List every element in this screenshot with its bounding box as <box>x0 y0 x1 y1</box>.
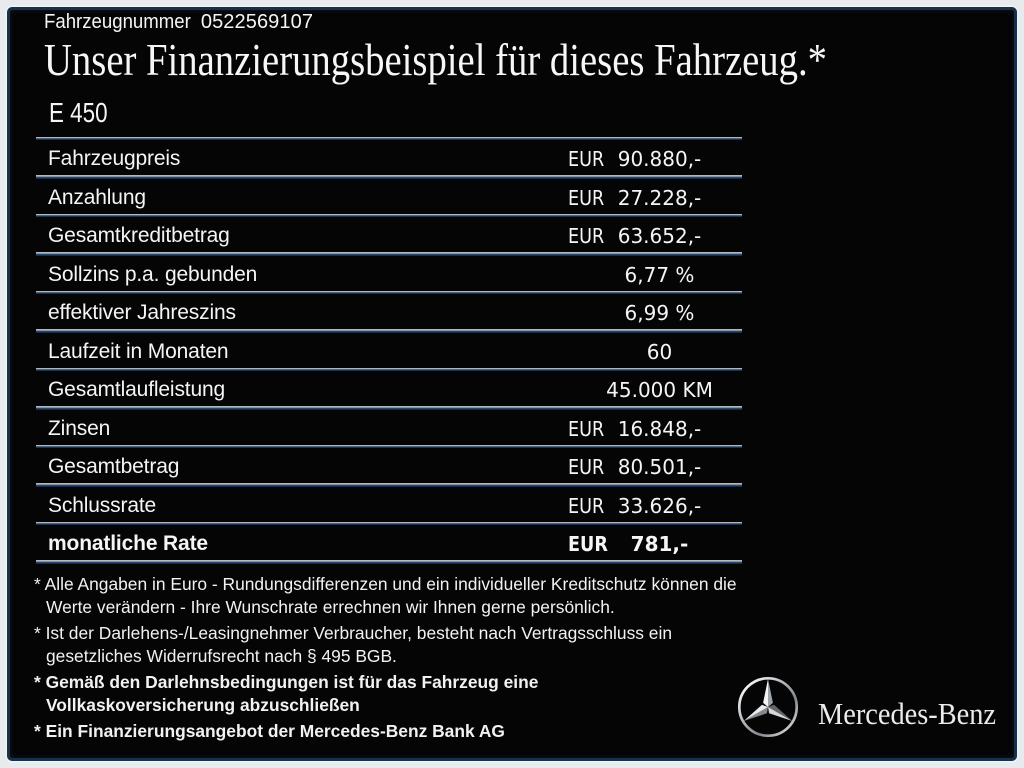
row-value: 90.880,- <box>617 147 702 172</box>
row-value: 27.228,- <box>617 185 702 210</box>
vehicle-number-row: Fahrzeugnummer 0522569107 <box>44 11 313 34</box>
row-value: 80.501,- <box>617 455 702 480</box>
row-label: Sollzins p.a. gebunden <box>48 262 258 286</box>
footnote: * Gemäß den Darlehnsbedingungen ist für … <box>34 672 539 715</box>
table-row: Fahrzeugpreis EUR 90.880,- <box>36 141 742 177</box>
star-arms <box>743 679 793 721</box>
row-label: Gesamtlaufleistung <box>48 378 226 402</box>
row-label: Laufzeit in Monaten <box>48 339 229 363</box>
table-row: Zinsen EUR 16.848,- <box>36 411 742 447</box>
model-name: E 450 <box>49 97 108 128</box>
table-row: Gesamtbetrag EUR 80.501,- <box>36 449 742 485</box>
row-value: 60 <box>646 339 673 364</box>
row-value: 6,99 % <box>624 301 695 326</box>
table-row: Schlussrate EUR 33.626,- <box>36 488 742 524</box>
star-ring <box>737 676 799 738</box>
row-currency: EUR <box>567 147 604 172</box>
finance-panel: Fahrzeugnummer 0522569107 Unser Finanzier… <box>7 7 1017 761</box>
row-label: Gesamtbetrag <box>48 455 180 479</box>
row-currency: EUR <box>567 493 604 518</box>
row-currency: EUR <box>567 416 604 441</box>
table-divider <box>36 329 742 333</box>
row-currency: EUR <box>567 455 604 480</box>
footnote: * Ein Finanzierungsangebot der Mercedes-… <box>34 721 505 741</box>
row-value: 63.652,- <box>617 224 702 249</box>
table-divider <box>36 213 742 218</box>
table-divider <box>36 521 742 526</box>
table-divider <box>36 367 742 372</box>
row-value: 16.848,- <box>617 416 702 441</box>
table-divider <box>36 483 742 487</box>
table-divider <box>36 406 742 410</box>
row-label: Fahrzeugpreis <box>48 147 181 171</box>
footnote: * Alle Angaben in Euro - Rundungsdiffere… <box>34 574 737 617</box>
brand-wordmark: Mercedes-Benz <box>818 696 996 731</box>
row-label: Zinsen <box>48 416 111 440</box>
row-value: 781,- <box>630 532 689 557</box>
table-divider <box>36 175 742 179</box>
table-row: Laufzeit in Monaten 60 <box>36 334 742 370</box>
row-label: Anzahlung <box>48 185 146 209</box>
table-divider <box>36 290 742 295</box>
row-currency: EUR <box>567 224 604 249</box>
row-value: 45.000 KM <box>606 378 713 403</box>
row-value: 33.626,- <box>617 493 702 518</box>
row-label: Gesamtkreditbetrag <box>48 224 230 248</box>
row-label: Schlussrate <box>48 493 157 517</box>
row-currency: EUR <box>567 185 604 210</box>
finance-table: Fahrzeugpreis EUR 90.880,- Anzahlung EUR 27.2… <box>36 136 742 564</box>
table-row: Sollzins p.a. gebunden 6,77 % <box>36 257 742 293</box>
page-title: Unser Finanzierungsbeispiel für dieses F… <box>44 34 827 85</box>
table-divider <box>36 560 742 564</box>
table-row: Gesamtlaufleistung 45.000 KM <box>36 372 742 408</box>
vehicle-number-value: 0522569107 <box>200 11 314 33</box>
table-divider <box>36 444 742 449</box>
mercedes-star-icon <box>737 676 799 738</box>
vehicle-number-label: Fahrzeugnummer <box>44 11 191 33</box>
row-value: 6,77 % <box>624 262 695 287</box>
table-row: Anzahlung EUR 27.228,- <box>36 180 742 216</box>
row-label: monatliche Rate <box>48 532 208 556</box>
table-row: monatliche Rate EUR 781,- <box>36 526 742 562</box>
table-row: Gesamtkreditbetrag EUR 63.652,- <box>36 218 742 254</box>
row-currency: EUR <box>567 532 608 557</box>
table-divider <box>36 252 742 256</box>
table-row: effektiver Jahreszins 6,99 % <box>36 295 742 331</box>
table-divider <box>36 136 742 141</box>
footnotes: * Alle Angaben in Euro - Rundungsdiffere… <box>34 573 754 747</box>
row-label: effektiver Jahreszins <box>48 301 236 325</box>
footnote: * Ist der Darlehens-/Leasingnehmer Verbr… <box>34 623 673 666</box>
